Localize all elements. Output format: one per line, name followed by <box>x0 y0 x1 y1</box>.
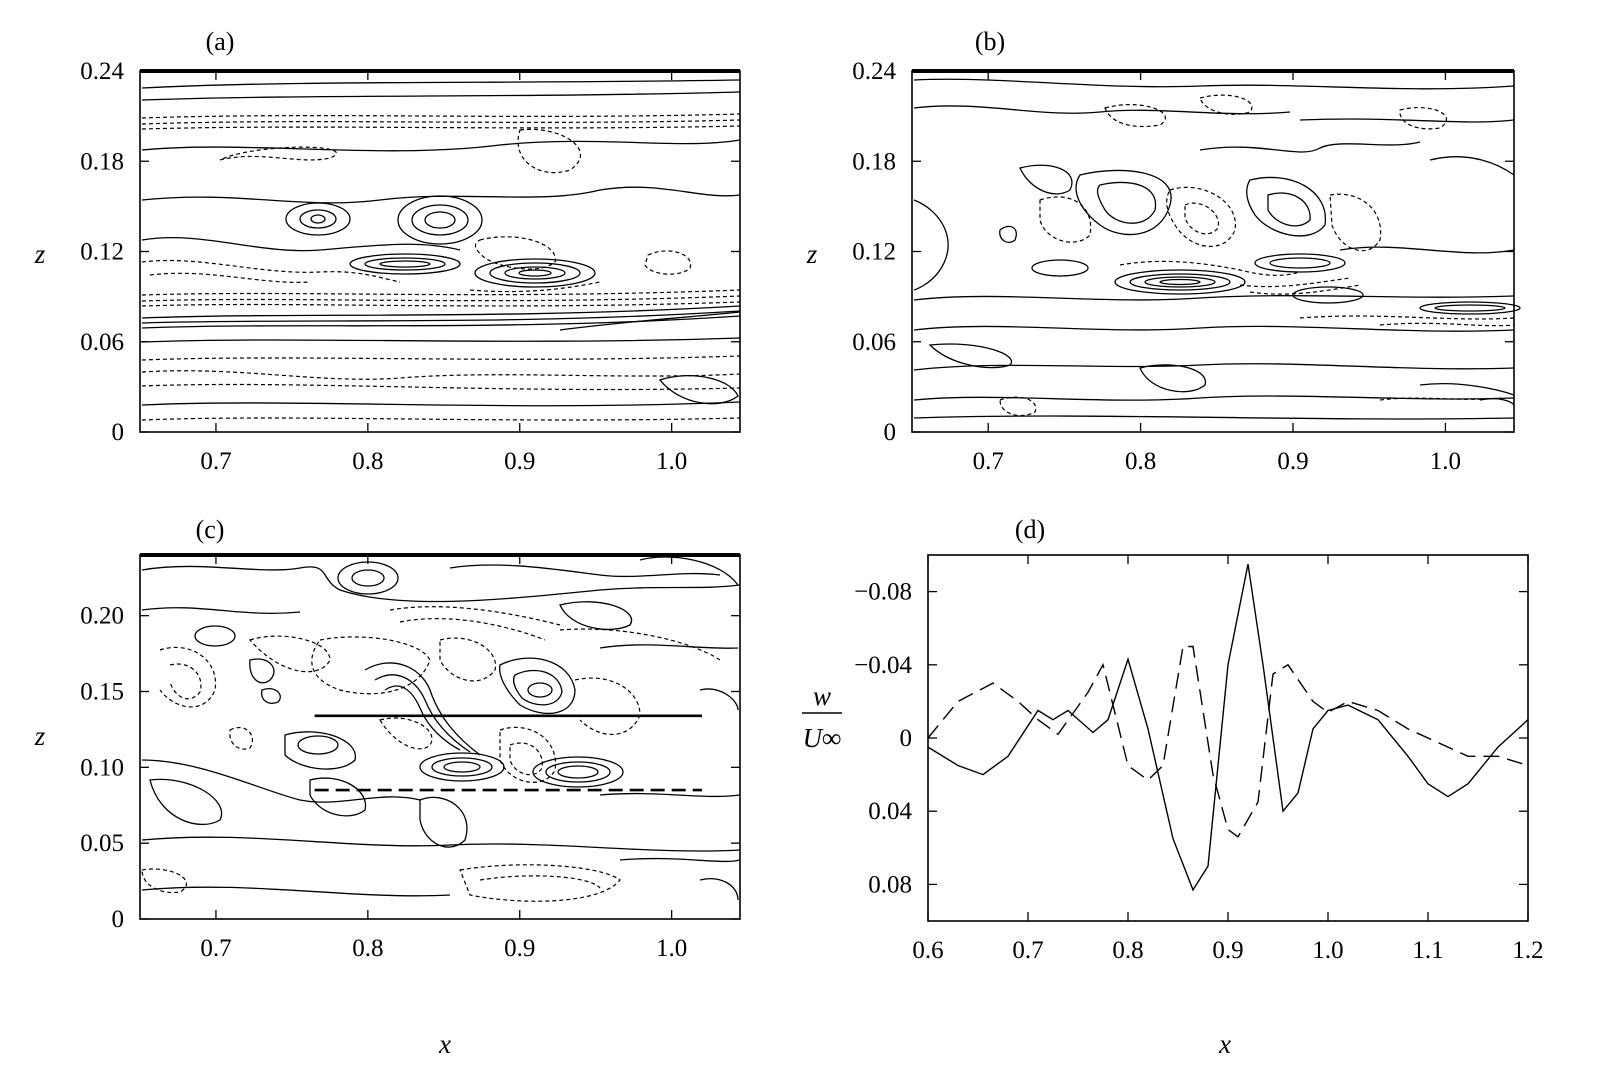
x-tick-label: 1.0 <box>656 935 687 962</box>
ylabel-d-numerator: w <box>813 681 831 711</box>
plot-frame <box>139 70 741 433</box>
x-tick-label: 0.8 <box>352 935 383 962</box>
contours-c <box>141 556 741 902</box>
x-tick-label: 0.9 <box>504 448 535 475</box>
y-tick-label: −0.04 <box>854 652 912 679</box>
panel-label-d: (d) <box>1015 515 1045 544</box>
series-solid-line <box>927 563 1529 892</box>
y-tick-label: 0.12 <box>852 239 896 266</box>
x-tick-label: 1.0 <box>1312 937 1343 964</box>
plot-frame <box>911 70 1515 433</box>
x-tick-label: 1.0 <box>1430 448 1461 475</box>
ylabel-b: z <box>806 239 818 269</box>
plot-frame <box>927 554 1529 922</box>
y-tick-label: −0.08 <box>854 579 912 606</box>
y-tick-label: 0.24 <box>80 58 124 85</box>
y-tick-label: 0 <box>900 725 913 752</box>
x-tick-label: 0.9 <box>1277 448 1308 475</box>
axis-c: 0.7 0.8 0.9 1.0 0 0.05 0.10 0.15 0.20 <box>80 553 741 962</box>
axis-b: 0.7 0.8 0.9 1.0 0 0.06 0.12 0.18 0.24 <box>852 58 1515 475</box>
axis-a: 0.7 0.8 0.9 1.0 0 0.06 0.12 0.18 0.24 <box>80 58 741 475</box>
y-tick-label: 0.24 <box>852 58 896 85</box>
y-tick-label: 0.05 <box>80 830 124 857</box>
series-d <box>927 563 1529 892</box>
x-tick-label: 0.7 <box>200 448 231 475</box>
x-tick-label: 0.6 <box>912 937 943 964</box>
y-tick-label: 0.04 <box>868 798 912 825</box>
y-tick-label: 0 <box>112 419 125 446</box>
y-tick-label: 0.06 <box>852 329 896 356</box>
panel-a: (a) z <box>34 27 741 475</box>
x-tick-label: 0.9 <box>504 935 535 962</box>
x-tick-label: 0.7 <box>1012 937 1043 964</box>
panel-label-c: (c) <box>196 515 225 544</box>
y-tick-label: 0 <box>884 419 897 446</box>
panel-d: (d) w U∞ x 0.6 0.7 0.8 0.9 1.0 1.1 1.2 0.08 0.04… <box>802 515 1544 1059</box>
y-tick-label: 0 <box>112 906 125 933</box>
x-tick-label: 1.1 <box>1412 937 1443 964</box>
series-dashed-line <box>927 645 1529 838</box>
x-tick-label: 0.8 <box>1125 448 1156 475</box>
panel-c: (c) z x <box>34 515 741 1059</box>
y-tick-label: 0.08 <box>868 871 912 898</box>
xlabel-c: x <box>438 1029 451 1059</box>
y-tick-label: 0.12 <box>80 239 124 266</box>
panel-label-b: (b) <box>975 27 1005 56</box>
contours-b <box>913 78 1521 420</box>
panel-label-a: (a) <box>206 27 235 56</box>
y-tick-label: 0.18 <box>80 148 124 175</box>
ylabel-a: z <box>34 239 46 269</box>
y-tick-label: 0.06 <box>80 329 124 356</box>
y-tick-label: 0.18 <box>852 148 896 175</box>
contours-a <box>141 79 741 421</box>
x-tick-label: 0.9 <box>1212 937 1243 964</box>
axis-d: 0.6 0.7 0.8 0.9 1.0 1.1 1.2 0.08 0.04 0 −0.04 −0.08 <box>854 554 1544 964</box>
x-tick-label: 1.2 <box>1512 937 1543 964</box>
x-tick-label: 0.7 <box>973 448 1004 475</box>
x-tick-label: 0.8 <box>352 448 383 475</box>
x-tick-label: 0.7 <box>200 935 231 962</box>
y-tick-label: 0.15 <box>80 679 124 706</box>
y-tick-label: 0.10 <box>80 754 124 781</box>
profile-lines-c <box>314 714 703 792</box>
panel-b: (b) z <box>806 27 1521 475</box>
ylabel-c: z <box>34 721 46 751</box>
y-tick-label: 0.20 <box>80 603 124 630</box>
x-tick-label: 0.8 <box>1112 937 1143 964</box>
ylabel-d-denominator: U∞ <box>803 723 842 753</box>
x-tick-label: 1.0 <box>656 448 687 475</box>
xlabel-d: x <box>1218 1029 1231 1059</box>
